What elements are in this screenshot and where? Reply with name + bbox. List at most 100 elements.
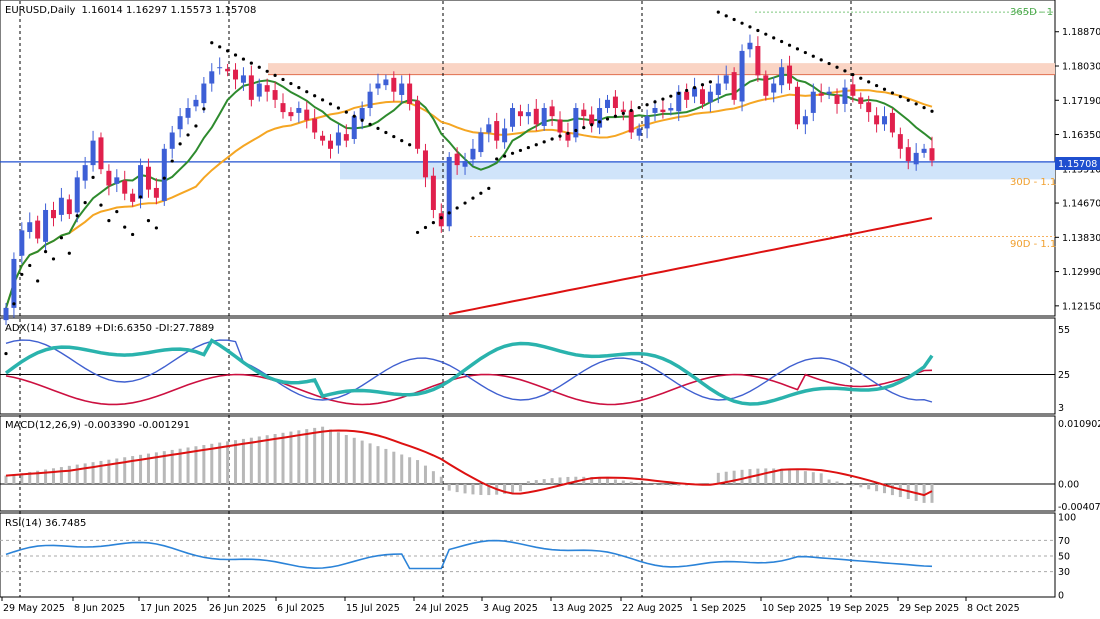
label-30d: 30D - 1.1 (1010, 177, 1056, 188)
x-tick-label: 15 Jul 2025 (346, 603, 400, 614)
sar-dot (320, 98, 325, 102)
sar-dot (740, 21, 744, 25)
macd-histogram-bar (162, 451, 166, 484)
sar-dot (226, 49, 230, 53)
sar-dot (447, 211, 451, 215)
sar-dot (194, 124, 198, 128)
label-365d: 365D - 1 (1010, 7, 1053, 18)
macd-histogram-bar (788, 469, 792, 484)
macd-histogram-bar (226, 441, 230, 484)
sar-dot (787, 43, 792, 47)
sar-dot (605, 117, 610, 121)
sar-dot (368, 122, 372, 126)
macd-histogram-bar (772, 468, 776, 484)
sar-dot (99, 203, 103, 207)
macd-histogram-bar (542, 479, 546, 484)
price-tick-label: 1.18870 (1062, 27, 1100, 38)
adx-panel[interactable] (0, 317, 1056, 415)
candle-body (391, 77, 397, 92)
macd-histogram-bar (297, 430, 301, 484)
sar-dot (241, 57, 246, 61)
sar-dot (550, 137, 554, 141)
sar-dot (408, 143, 412, 147)
macd-histogram-bar (479, 483, 483, 495)
candle-body (897, 134, 903, 149)
sar-dot (867, 80, 871, 84)
candle-body (818, 93, 824, 96)
sar-dot (131, 232, 135, 237)
price-tick-label: 1.14670 (1062, 199, 1100, 210)
candle-body (66, 199, 72, 215)
sar-dot (882, 87, 887, 91)
price-panel[interactable] (0, 0, 1056, 317)
macd-histogram-bar (218, 442, 222, 484)
candle-body (383, 79, 389, 86)
candle-body (802, 116, 808, 125)
sar-dot (677, 91, 681, 95)
ma-200-line (449, 217, 933, 315)
candle-body (343, 134, 349, 141)
candle-body (320, 135, 326, 141)
macd-histogram-bar (4, 475, 8, 484)
sar-dot (28, 263, 32, 268)
sar-dot (75, 214, 79, 218)
price-tick-label: 1.12990 (1062, 267, 1100, 278)
candle-body (177, 116, 183, 130)
x-tick-label: 10 Sep 2025 (762, 603, 822, 614)
candle-body (82, 165, 88, 181)
sar-dot (653, 100, 657, 104)
candle-body (478, 132, 484, 153)
sar-dot (439, 216, 443, 220)
x-tick-label: 13 Aug 2025 (552, 603, 613, 614)
x-tick-label: 3 Aug 2025 (483, 603, 538, 614)
macd-histogram-bar (883, 483, 887, 494)
macd-histogram-bar (827, 479, 831, 484)
minus-di-line (5, 369, 933, 406)
macd-histogram-bar (558, 477, 562, 484)
candle-body (74, 177, 80, 213)
candle-body (407, 83, 413, 104)
sar-dot (692, 86, 697, 90)
price-tick-label: 1.13830 (1062, 233, 1100, 244)
sar-dot (313, 94, 317, 98)
sar-dot (51, 257, 56, 261)
sar-dot (930, 109, 934, 113)
candle-body (589, 114, 595, 125)
sar-dot (178, 142, 182, 146)
current-price-text: 1.15708 (1058, 159, 1097, 170)
macd-histogram-bar (51, 468, 55, 484)
candle-body (43, 209, 49, 242)
macd-panel[interactable] (0, 415, 1056, 512)
candle-body (193, 99, 199, 107)
sar-dot (843, 69, 847, 73)
candle-body (525, 112, 531, 117)
macd-tick-label: 0.00 (1058, 479, 1079, 490)
candle-body (304, 109, 310, 121)
macd-histogram-bar (241, 438, 245, 484)
macd-histogram-bar (107, 459, 111, 484)
macd-histogram-bar (922, 483, 926, 503)
sar-dot (859, 76, 863, 80)
candle-body (715, 83, 721, 95)
sar-dot (305, 90, 309, 94)
macd-histogram-bar (202, 445, 206, 484)
candle-body (573, 108, 579, 138)
sar-dot (249, 61, 253, 65)
sar-dot (898, 94, 902, 99)
rsi-panel[interactable] (0, 512, 1056, 598)
sar-dot (67, 251, 71, 255)
price-tick-label: 1.18030 (1062, 62, 1100, 73)
sar-dot (384, 130, 388, 135)
macd-histogram-bar (408, 457, 412, 484)
macd-histogram-bar (566, 476, 570, 484)
sar-dot (423, 225, 428, 230)
candle-body (58, 197, 64, 215)
x-tick-label: 6 Jul 2025 (277, 603, 325, 614)
sar-dot (344, 110, 348, 114)
candle-body (565, 132, 571, 141)
macd-histogram-bar (708, 483, 712, 484)
macd-histogram-bar (400, 454, 404, 484)
macd-histogram-bar (534, 480, 538, 484)
